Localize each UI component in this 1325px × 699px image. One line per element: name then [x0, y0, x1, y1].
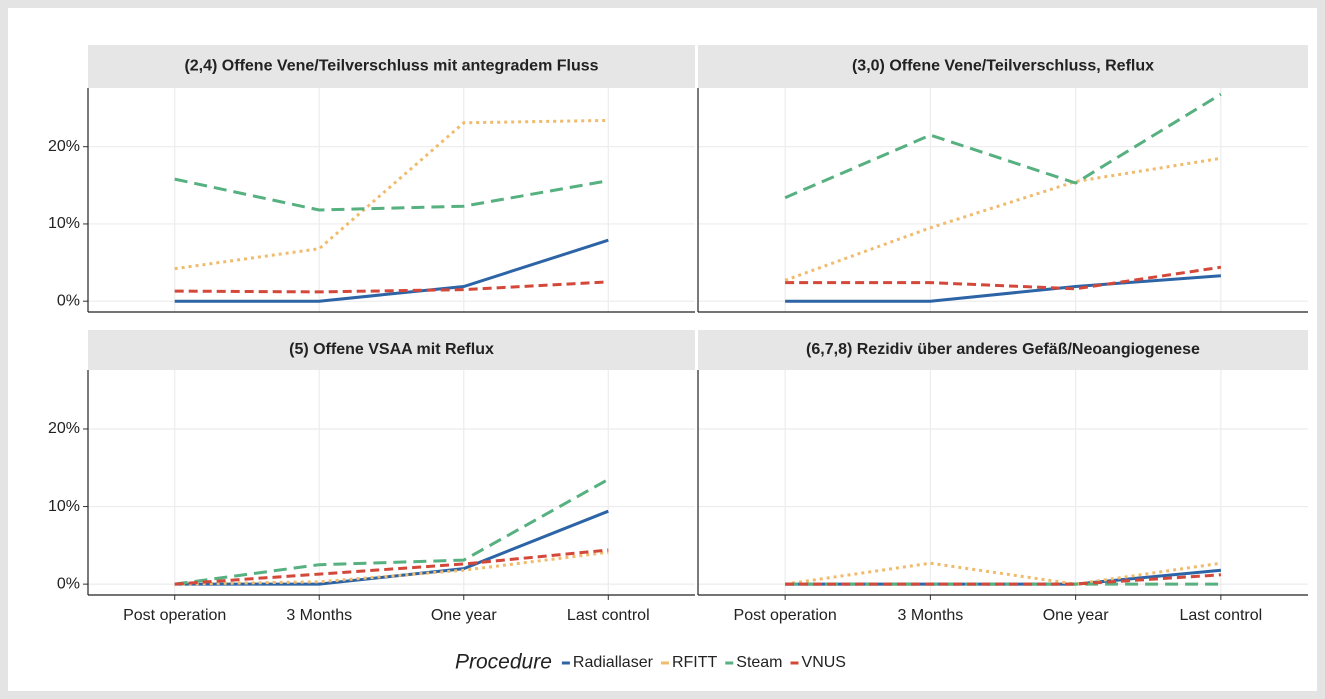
- y-tick-label: 0%: [57, 292, 80, 309]
- series-line: [174, 118, 609, 271]
- series-line: [784, 561, 1222, 586]
- legend-label: VNUS: [802, 654, 846, 671]
- x-tick-label: Post operation: [734, 607, 837, 624]
- facet-title: (2,4) Offene Vene/Teilverschluss mit ant…: [184, 58, 598, 75]
- series-line: [785, 573, 1221, 586]
- y-tick-label: 20%: [48, 138, 80, 155]
- x-tick-label: Post operation: [123, 607, 226, 624]
- facet-strip: [698, 45, 1308, 88]
- legend-label: Radiallaser: [573, 654, 654, 671]
- series-line: [784, 156, 1222, 282]
- facet-strip: [88, 330, 695, 370]
- facet-title: (3,0) Offene Vene/Teilverschluss, Reflux: [852, 58, 1154, 75]
- facet-title: (6,7,8) Rezidiv über anderes Gefäß/Neoan…: [806, 341, 1200, 358]
- series-line: [174, 280, 609, 294]
- y-tick-label: 10%: [48, 498, 80, 515]
- series-line: [174, 550, 609, 586]
- series-line: [785, 274, 1222, 303]
- y-tick-label: 0%: [57, 575, 80, 592]
- legend-label: Steam: [736, 654, 782, 671]
- x-tick-label: 3 Months: [286, 607, 352, 624]
- series-line: [785, 265, 1222, 291]
- y-tick-label: 10%: [48, 215, 80, 232]
- facet-title: (5) Offene VSAA mit Reflux: [289, 341, 494, 358]
- x-tick-label: Last control: [567, 607, 650, 624]
- y-tick-label: 20%: [48, 420, 80, 437]
- facet-strip: [88, 45, 695, 88]
- facet-strip: [698, 330, 1308, 370]
- x-tick-label: One year: [431, 607, 497, 624]
- x-tick-label: One year: [1043, 607, 1109, 624]
- series-line: [174, 177, 609, 212]
- x-tick-label: Last control: [1179, 607, 1262, 624]
- series-line: [174, 548, 609, 586]
- series-line: [174, 478, 610, 586]
- legend-title: Procedure: [455, 651, 552, 674]
- legend-label: RFITT: [672, 654, 718, 671]
- x-tick-label: 3 Months: [897, 607, 963, 624]
- series-line: [174, 238, 609, 303]
